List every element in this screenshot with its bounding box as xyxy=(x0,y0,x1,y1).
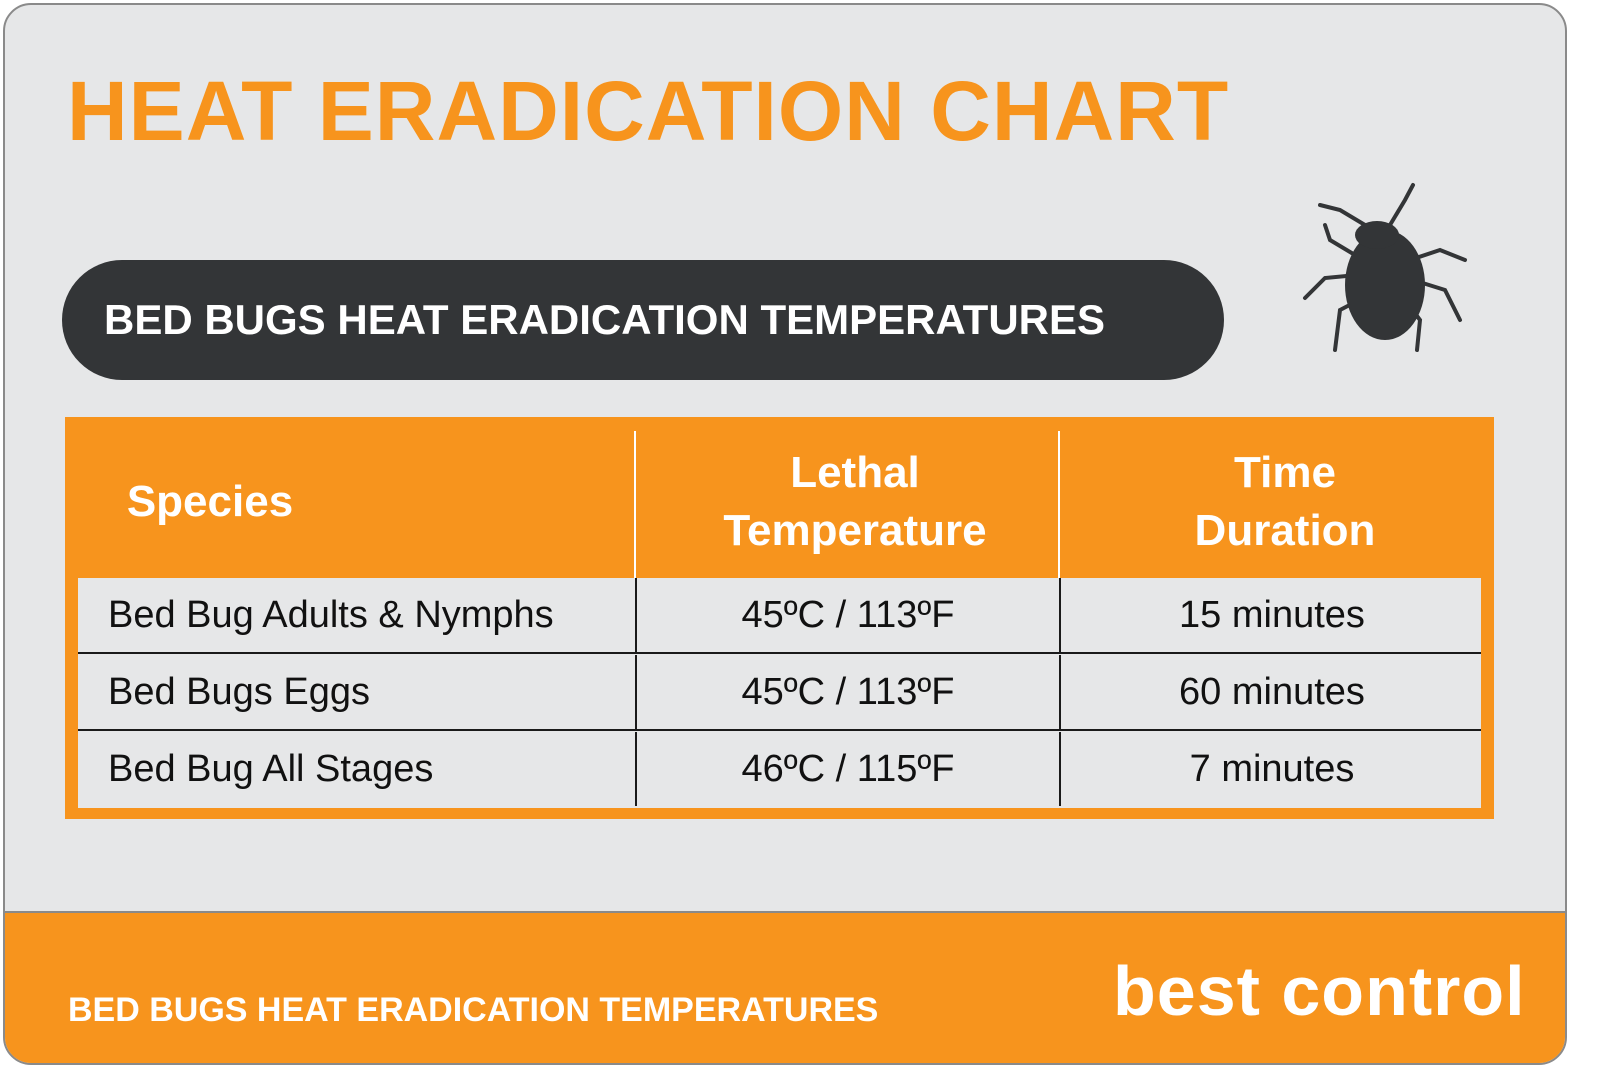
bug-icon xyxy=(1303,183,1467,352)
table-cell: Bed Bugs Eggs xyxy=(108,670,370,713)
table-header: Species xyxy=(126,477,294,526)
table-cell: 60 minutes xyxy=(1059,655,1483,729)
logo: best control xyxy=(1113,952,1526,1030)
table-cell: Bed Bug All Stages xyxy=(108,747,434,790)
table-row: Bed Bug All Stages 46ºC / 115ºF 7 minutes xyxy=(78,732,1481,808)
table-cell: 7 minutes xyxy=(1059,732,1483,806)
table-header: Time Duration xyxy=(1194,448,1376,555)
table-cell: Bed Bug Adults & Nymphs xyxy=(108,593,554,636)
column-divider xyxy=(1058,431,1060,578)
table-cell: 45ºC / 113ºF xyxy=(635,578,1059,652)
column-divider xyxy=(634,431,636,578)
table-cell: 15 minutes xyxy=(1059,578,1483,652)
table-cell: 46ºC / 115ºF xyxy=(635,732,1059,806)
table-body: Bed Bug Adults & Nymphs 45ºC / 113ºF 15 mi… xyxy=(78,578,1481,808)
table-row: Bed Bugs Eggs 45ºC / 113ºF 60 minutes xyxy=(78,655,1481,731)
banner: BED BUGS HEAT ERADICATION TEMPERATURES xyxy=(62,260,1224,380)
table-row: Bed Bug Adults & Nymphs 45ºC / 113ºF 15 mi… xyxy=(78,578,1481,654)
footer: BED BUGS HEAT ERADICATION TEMPERATURES b… xyxy=(5,911,1565,1063)
table-cell: 45ºC / 113ºF xyxy=(635,655,1059,729)
footer-text: BED BUGS HEAT ERADICATION TEMPERATURES xyxy=(68,991,879,1029)
table-header: Lethal Temperature xyxy=(723,448,987,555)
card: HEAT ERADICATION CHART BED BUGS HEAT ERA… xyxy=(3,3,1567,1065)
title: HEAT ERADICATION CHART xyxy=(67,64,1230,158)
table: Species Lethal Temperature Time Duration… xyxy=(65,417,1494,819)
